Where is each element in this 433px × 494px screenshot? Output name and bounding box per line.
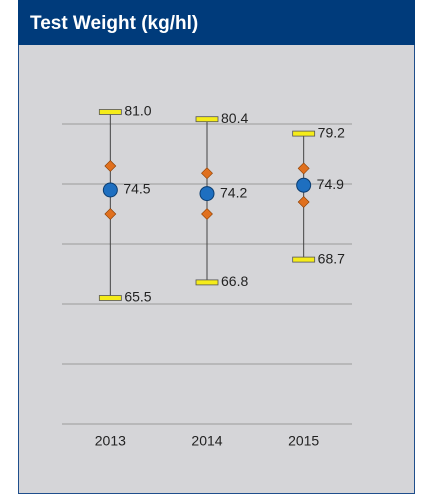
cap xyxy=(98,295,122,301)
cap-label: 68.7 xyxy=(318,250,345,266)
x-tick-label: 2015 xyxy=(288,433,319,449)
cap xyxy=(292,130,316,137)
diamond xyxy=(201,167,213,180)
mean-dot xyxy=(199,186,215,202)
cap-label: 65.5 xyxy=(124,289,151,305)
diamond xyxy=(297,196,310,208)
mean-dot xyxy=(102,182,118,198)
cap-label: 81.0 xyxy=(124,103,151,119)
cap xyxy=(292,256,316,263)
diamond xyxy=(201,208,213,220)
header xyxy=(18,0,415,45)
diamond xyxy=(297,162,310,175)
diamond xyxy=(104,208,117,220)
x-tick-label: 2014 xyxy=(191,433,222,449)
mean-label: 74.5 xyxy=(123,181,150,197)
mean-label: 74.2 xyxy=(220,184,247,200)
cap xyxy=(98,109,122,115)
x-tick-label: 2013 xyxy=(95,433,126,449)
mean-dot xyxy=(296,177,312,193)
cap-label: 79.2 xyxy=(318,124,345,140)
cap-label: 66.8 xyxy=(221,273,248,289)
cap-label: 80.4 xyxy=(221,110,248,126)
diamond xyxy=(104,160,117,172)
panel xyxy=(18,0,415,494)
cap xyxy=(195,279,219,286)
cap xyxy=(195,116,219,123)
mean-label: 74.9 xyxy=(317,176,344,192)
chart-title: Test Weight (kg/hl) xyxy=(30,13,198,34)
